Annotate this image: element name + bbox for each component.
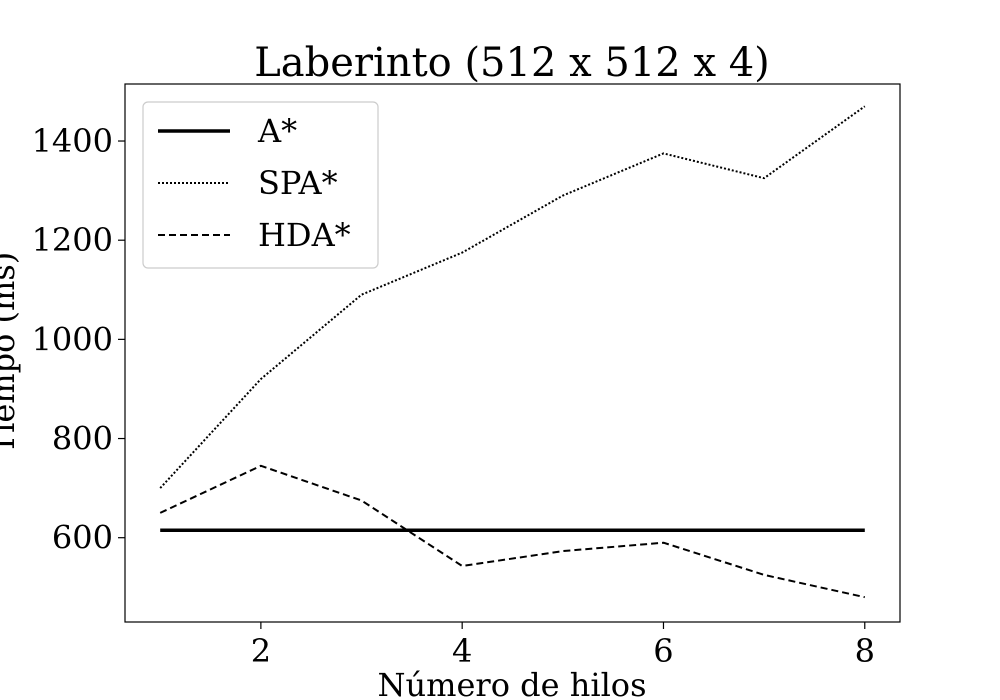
y-tick-label: 800 [52, 420, 113, 458]
legend-label-hda-star: HDA* [258, 216, 351, 254]
y-axis-ticks: 600 800 1000 1200 1400 [32, 122, 125, 557]
y-axis-label: Tiempo (ms) [0, 252, 22, 455]
x-tick-label: 4 [452, 632, 472, 670]
x-tick-label: 8 [855, 632, 875, 670]
series-line-spa-star [159, 105, 866, 489]
plot-area [124, 83, 901, 623]
legend-label-spa-star: SPA* [258, 164, 338, 202]
legend-label-a-star: A* [257, 112, 297, 150]
series-lines [159, 105, 866, 599]
x-tick-label: 2 [251, 632, 271, 670]
x-axis-label: Número de hilos [378, 666, 647, 700]
x-tick-label: 6 [653, 632, 673, 670]
legend-box [142, 101, 379, 269]
y-tick-label: 1000 [32, 320, 113, 358]
chart-title: Laberinto (512 x 512 x 4) [254, 40, 770, 86]
legend: A* SPA* HDA* [142, 101, 379, 269]
y-tick-label: 1200 [32, 221, 113, 259]
x-axis-ticks: 2 4 6 8 [251, 622, 875, 670]
y-tick-label: 1400 [32, 122, 113, 160]
y-tick-label: 600 [52, 519, 113, 557]
series-line-hda-star [159, 464, 866, 599]
